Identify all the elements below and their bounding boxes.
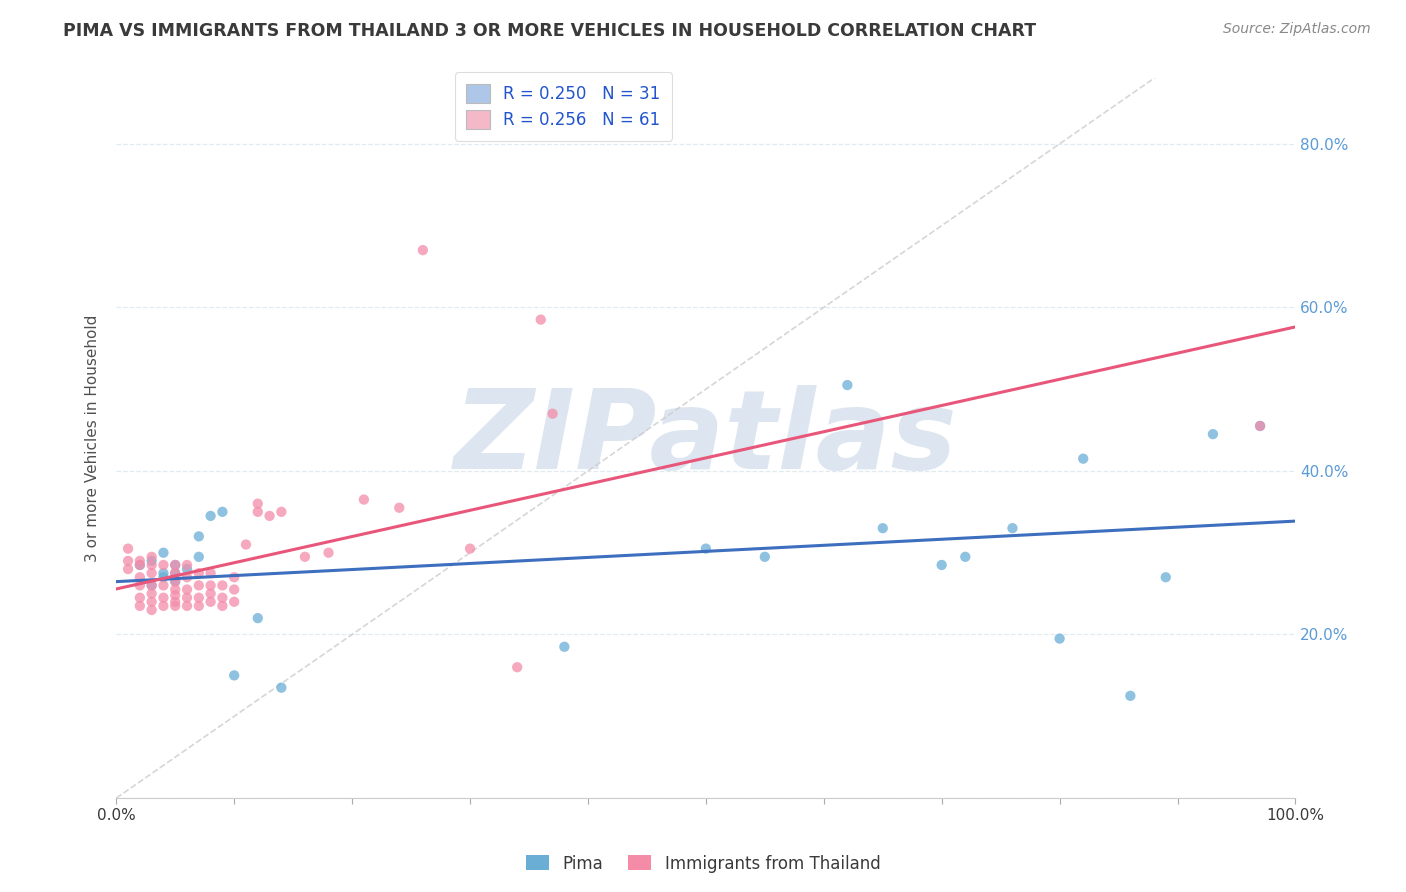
Point xyxy=(165,566,187,581)
Point xyxy=(141,578,163,592)
Y-axis label: 3 or more Vehicles in Household: 3 or more Vehicles in Household xyxy=(86,315,100,562)
Point xyxy=(128,578,150,592)
Point xyxy=(211,505,233,519)
Point xyxy=(141,595,163,609)
Point xyxy=(128,591,150,605)
Point xyxy=(224,570,246,584)
Point xyxy=(837,378,859,392)
Point xyxy=(141,554,163,568)
Point xyxy=(224,595,246,609)
Point xyxy=(1119,689,1142,703)
Point xyxy=(165,599,187,613)
Point xyxy=(141,566,163,581)
Point xyxy=(1249,419,1271,434)
Point xyxy=(117,541,139,556)
Point xyxy=(117,562,139,576)
Point xyxy=(246,505,269,519)
Point xyxy=(1049,632,1071,646)
Point xyxy=(506,660,529,674)
Point xyxy=(176,591,198,605)
Point xyxy=(1249,419,1271,434)
Point xyxy=(541,407,564,421)
Point xyxy=(1154,570,1177,584)
Point xyxy=(458,541,481,556)
Point xyxy=(200,586,222,600)
Point xyxy=(141,578,163,592)
Point xyxy=(353,492,375,507)
Point xyxy=(187,578,209,592)
Point xyxy=(931,558,953,572)
Point xyxy=(165,595,187,609)
Point xyxy=(187,529,209,543)
Point xyxy=(235,537,257,551)
Point xyxy=(152,566,174,581)
Point xyxy=(530,312,553,326)
Text: PIMA VS IMMIGRANTS FROM THAILAND 3 OR MORE VEHICLES IN HOUSEHOLD CORRELATION CHA: PIMA VS IMMIGRANTS FROM THAILAND 3 OR MO… xyxy=(63,22,1036,40)
Point xyxy=(1001,521,1024,535)
Point xyxy=(141,558,163,572)
Text: Source: ZipAtlas.com: Source: ZipAtlas.com xyxy=(1223,22,1371,37)
Point xyxy=(165,574,187,589)
Point xyxy=(246,497,269,511)
Point xyxy=(165,558,187,572)
Point xyxy=(224,582,246,597)
Point xyxy=(128,554,150,568)
Point xyxy=(152,599,174,613)
Legend: Pima, Immigrants from Thailand: Pima, Immigrants from Thailand xyxy=(519,848,887,880)
Point xyxy=(200,508,222,523)
Point xyxy=(176,562,198,576)
Point xyxy=(141,603,163,617)
Point xyxy=(128,558,150,572)
Point xyxy=(224,668,246,682)
Point xyxy=(187,599,209,613)
Point xyxy=(553,640,575,654)
Point xyxy=(165,566,187,581)
Point xyxy=(270,505,292,519)
Point xyxy=(165,588,187,602)
Point xyxy=(152,558,174,572)
Point xyxy=(955,549,977,564)
Point xyxy=(872,521,894,535)
Point xyxy=(695,541,717,556)
Point xyxy=(294,549,316,564)
Point xyxy=(128,570,150,584)
Point xyxy=(211,599,233,613)
Point xyxy=(152,578,174,592)
Point xyxy=(152,570,174,584)
Point xyxy=(128,599,150,613)
Point xyxy=(117,554,139,568)
Point xyxy=(270,681,292,695)
Point xyxy=(318,546,340,560)
Point xyxy=(165,582,187,597)
Point xyxy=(388,500,411,515)
Point xyxy=(1071,451,1094,466)
Point xyxy=(152,546,174,560)
Point xyxy=(176,582,198,597)
Point xyxy=(152,591,174,605)
Point xyxy=(211,591,233,605)
Point xyxy=(187,549,209,564)
Point xyxy=(200,595,222,609)
Legend: R = 0.250   N = 31, R = 0.256   N = 61: R = 0.250 N = 31, R = 0.256 N = 61 xyxy=(454,72,672,141)
Point xyxy=(200,566,222,581)
Point xyxy=(246,611,269,625)
Point xyxy=(187,591,209,605)
Point xyxy=(176,599,198,613)
Point xyxy=(141,586,163,600)
Point xyxy=(165,558,187,572)
Point xyxy=(211,578,233,592)
Point xyxy=(165,574,187,589)
Point xyxy=(187,566,209,581)
Point xyxy=(176,570,198,584)
Point xyxy=(1202,427,1225,442)
Point xyxy=(200,578,222,592)
Point xyxy=(176,558,198,572)
Point xyxy=(259,508,281,523)
Text: ZIPatlas: ZIPatlas xyxy=(454,384,957,491)
Point xyxy=(412,243,434,257)
Point xyxy=(141,549,163,564)
Point xyxy=(128,558,150,572)
Point xyxy=(754,549,776,564)
